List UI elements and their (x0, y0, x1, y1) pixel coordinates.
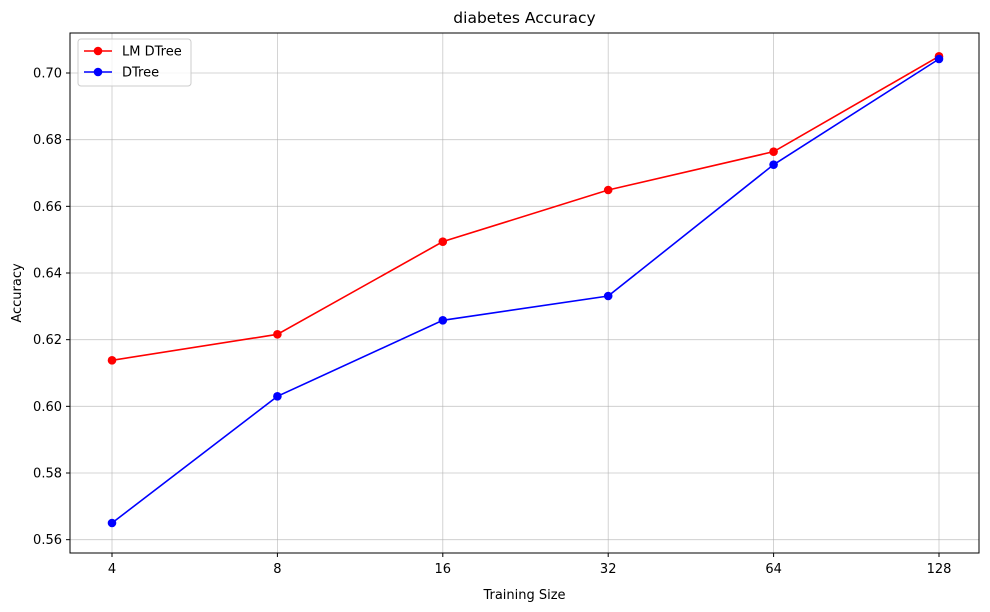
y-tick-label: 0.64 (33, 267, 62, 282)
x-tick-label: 64 (765, 562, 782, 577)
legend-label: DTree (122, 66, 159, 81)
legend-item-lm-dtree: LM DTree (84, 45, 182, 60)
data-point (107, 356, 117, 365)
grid-lines (70, 33, 979, 553)
data-point (273, 330, 282, 339)
y-tick-label: 0.58 (33, 467, 62, 482)
x-tick-label: 128 (927, 562, 952, 577)
y-tick-label: 0.68 (33, 133, 62, 148)
y-tick-label: 0.56 (33, 533, 62, 548)
axis-ticks: 4 8 16 32 64 128 0.56 0.58 0.60 0.62 0.64 0.66 0.68 0… (33, 67, 951, 578)
x-axis-title: Training Size (482, 588, 565, 603)
data-point (603, 291, 613, 301)
series-lm-dtree (107, 52, 944, 365)
legend: LM DTree DTree (77, 38, 192, 87)
data-point (438, 237, 448, 246)
x-tick-label: 32 (600, 562, 617, 577)
y-tick-label: 0.62 (33, 333, 62, 348)
series-dtree (107, 54, 944, 528)
x-tick-label: 4 (108, 562, 116, 577)
legend-marker (93, 67, 103, 77)
data-point (769, 160, 778, 169)
y-axis-title: Accuracy (10, 263, 25, 323)
data-point (934, 54, 944, 64)
data-point (438, 316, 448, 325)
series-line-dtree (111, 58, 940, 524)
x-tick-label: 8 (273, 562, 281, 577)
chart-title: diabetes Accuracy (453, 9, 595, 27)
x-tick-label: 16 (435, 562, 452, 577)
data-point (603, 185, 613, 195)
y-tick-label: 0.60 (33, 400, 62, 415)
legend-marker (93, 46, 103, 56)
data-point (273, 392, 282, 401)
series-line-lm-dtree (111, 55, 940, 362)
legend-label: LM DTree (122, 45, 182, 60)
series-layer (107, 52, 944, 528)
data-point (769, 147, 778, 156)
legend-item-dtree: DTree (84, 66, 159, 81)
y-tick-label: 0.70 (33, 67, 62, 82)
plot-frame (69, 32, 980, 554)
y-tick-label: 0.66 (33, 200, 62, 215)
data-point (107, 518, 117, 528)
